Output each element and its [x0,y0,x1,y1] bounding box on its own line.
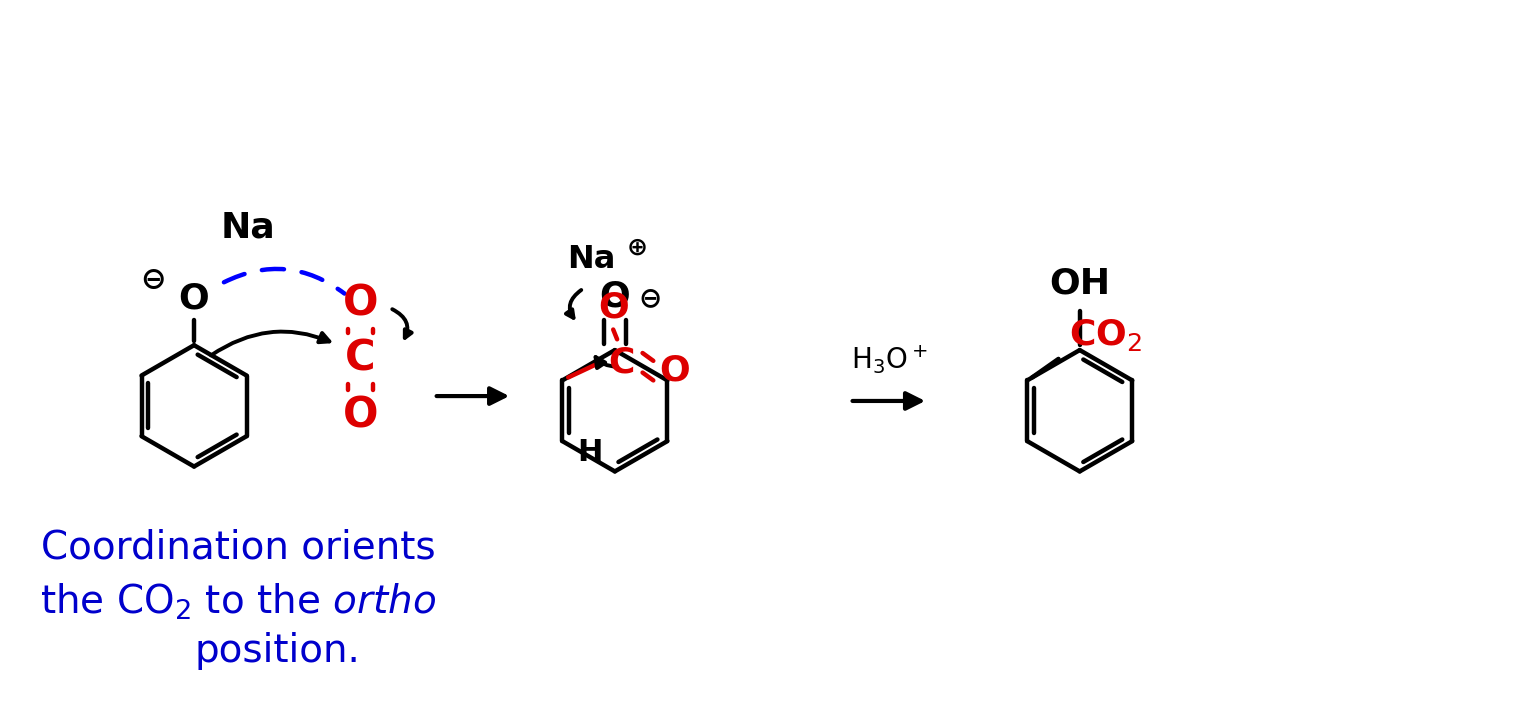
Text: C: C [608,346,634,380]
Text: H: H [578,438,602,467]
Text: CO$_2$: CO$_2$ [1068,317,1141,354]
Text: Na: Na [221,211,276,245]
Text: O: O [597,291,628,325]
Text: O: O [178,281,209,315]
FancyArrowPatch shape [224,269,344,293]
Text: O: O [599,279,631,313]
Text: Coordination orients: Coordination orients [41,529,436,567]
Text: O: O [343,395,378,437]
Text: Na: Na [567,244,616,274]
Text: ⊖: ⊖ [639,284,661,312]
Text: ⊖: ⊖ [140,266,166,295]
Text: O: O [343,282,378,324]
Text: the CO$_2$ to the $\it{ortho}$: the CO$_2$ to the $\it{ortho}$ [40,581,436,621]
Text: ⊕: ⊕ [628,235,648,259]
Text: OH: OH [1049,267,1111,300]
Text: position.: position. [194,631,360,670]
Text: C: C [344,338,376,380]
Text: H$_3$O$^+$: H$_3$O$^+$ [850,344,927,376]
Text: O: O [660,354,690,387]
